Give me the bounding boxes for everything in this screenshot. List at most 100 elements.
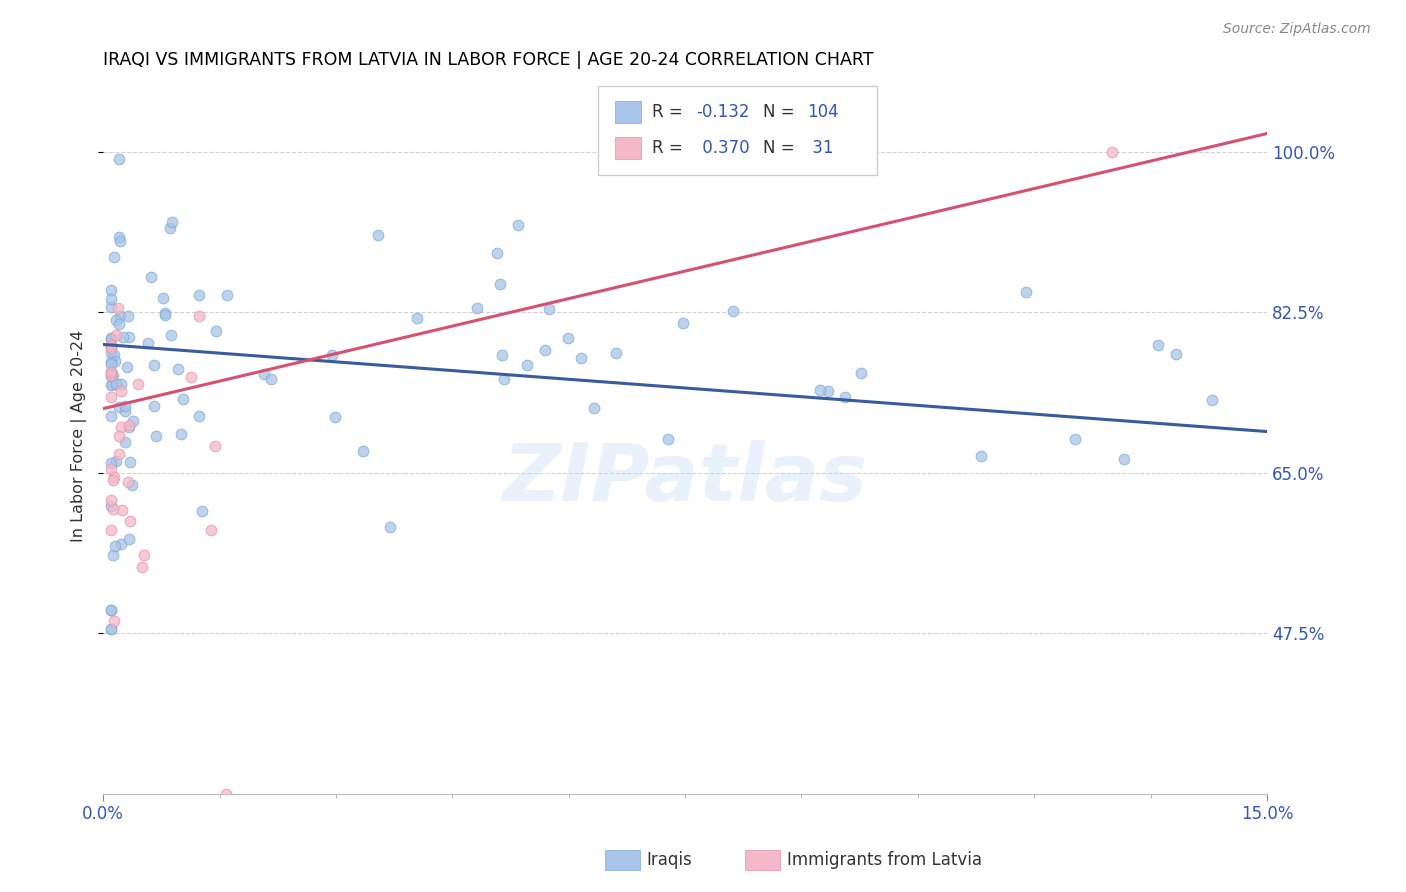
Point bbox=[100, 331, 122, 345]
FancyBboxPatch shape bbox=[598, 86, 877, 175]
Point bbox=[103, 614, 125, 628]
Point bbox=[117, 475, 139, 489]
Point bbox=[100, 332, 122, 346]
Point bbox=[103, 250, 125, 264]
Point bbox=[205, 324, 228, 338]
FancyBboxPatch shape bbox=[616, 137, 641, 159]
Point bbox=[114, 435, 136, 450]
Point bbox=[141, 270, 163, 285]
Point bbox=[485, 246, 508, 260]
Point bbox=[111, 503, 134, 517]
Point bbox=[101, 369, 124, 384]
Point bbox=[117, 309, 139, 323]
Point bbox=[118, 330, 141, 344]
Point bbox=[107, 317, 129, 331]
Point bbox=[112, 329, 135, 343]
Text: Source: ZipAtlas.com: Source: ZipAtlas.com bbox=[1223, 22, 1371, 37]
Text: 104: 104 bbox=[807, 103, 839, 121]
Point bbox=[117, 532, 139, 546]
Point bbox=[494, 371, 516, 385]
Text: R =: R = bbox=[652, 103, 689, 121]
Point bbox=[110, 377, 132, 392]
Point bbox=[834, 390, 856, 404]
Point bbox=[100, 462, 122, 476]
Point bbox=[215, 787, 238, 801]
Point bbox=[100, 622, 122, 636]
Point bbox=[127, 376, 149, 391]
Point bbox=[100, 357, 122, 371]
Point bbox=[100, 456, 122, 470]
Point bbox=[721, 304, 744, 318]
Point bbox=[108, 309, 131, 323]
Text: Immigrants from Latvia: Immigrants from Latvia bbox=[787, 851, 983, 869]
Point bbox=[160, 327, 183, 342]
Text: 0.370: 0.370 bbox=[697, 139, 749, 157]
Point bbox=[100, 346, 122, 360]
Point bbox=[100, 369, 122, 384]
Point bbox=[100, 493, 122, 508]
Point bbox=[167, 362, 190, 376]
Point bbox=[100, 365, 122, 379]
Point bbox=[104, 313, 127, 327]
Point bbox=[491, 348, 513, 362]
Point bbox=[100, 603, 122, 617]
Point bbox=[142, 359, 165, 373]
Point bbox=[153, 306, 176, 320]
Point bbox=[969, 449, 991, 463]
Point bbox=[100, 337, 122, 351]
Point bbox=[108, 235, 131, 249]
Point bbox=[118, 417, 141, 432]
Point bbox=[1015, 285, 1038, 300]
Point bbox=[1164, 347, 1187, 361]
Point bbox=[817, 384, 839, 398]
Point bbox=[516, 358, 538, 372]
Point bbox=[107, 229, 129, 244]
Point bbox=[100, 339, 122, 353]
Point bbox=[100, 622, 122, 636]
Point bbox=[191, 504, 214, 518]
Point bbox=[104, 376, 127, 391]
Point bbox=[107, 301, 129, 316]
Point bbox=[153, 309, 176, 323]
Point bbox=[108, 400, 131, 414]
Point bbox=[180, 370, 202, 384]
Point bbox=[352, 443, 374, 458]
Point bbox=[1201, 393, 1223, 408]
Point bbox=[110, 537, 132, 551]
Text: R =: R = bbox=[652, 139, 689, 157]
Point bbox=[100, 377, 122, 392]
Point bbox=[378, 520, 401, 534]
Point bbox=[1146, 338, 1168, 352]
Point bbox=[103, 348, 125, 362]
Point bbox=[187, 309, 209, 323]
Point bbox=[100, 377, 122, 392]
Point bbox=[100, 365, 122, 379]
Point bbox=[159, 220, 181, 235]
Point bbox=[406, 310, 429, 325]
Point bbox=[657, 432, 679, 446]
Point bbox=[849, 367, 872, 381]
Text: N =: N = bbox=[763, 139, 800, 157]
Point bbox=[569, 351, 592, 366]
Point bbox=[160, 214, 183, 228]
Point bbox=[121, 414, 143, 428]
Point bbox=[132, 549, 155, 563]
Y-axis label: In Labor Force | Age 20-24: In Labor Force | Age 20-24 bbox=[72, 330, 87, 542]
Point bbox=[103, 549, 125, 563]
FancyBboxPatch shape bbox=[616, 102, 641, 123]
Point bbox=[115, 360, 138, 375]
Point bbox=[605, 346, 627, 360]
Point bbox=[100, 368, 122, 382]
Point bbox=[1064, 433, 1087, 447]
Point bbox=[145, 429, 167, 443]
Point bbox=[200, 524, 222, 538]
Point bbox=[110, 420, 132, 434]
Point bbox=[103, 539, 125, 553]
Point bbox=[107, 152, 129, 166]
Point bbox=[260, 372, 283, 386]
Point bbox=[104, 354, 127, 368]
Point bbox=[172, 392, 194, 406]
Point bbox=[321, 348, 343, 362]
Point bbox=[131, 560, 153, 574]
Point bbox=[121, 478, 143, 492]
